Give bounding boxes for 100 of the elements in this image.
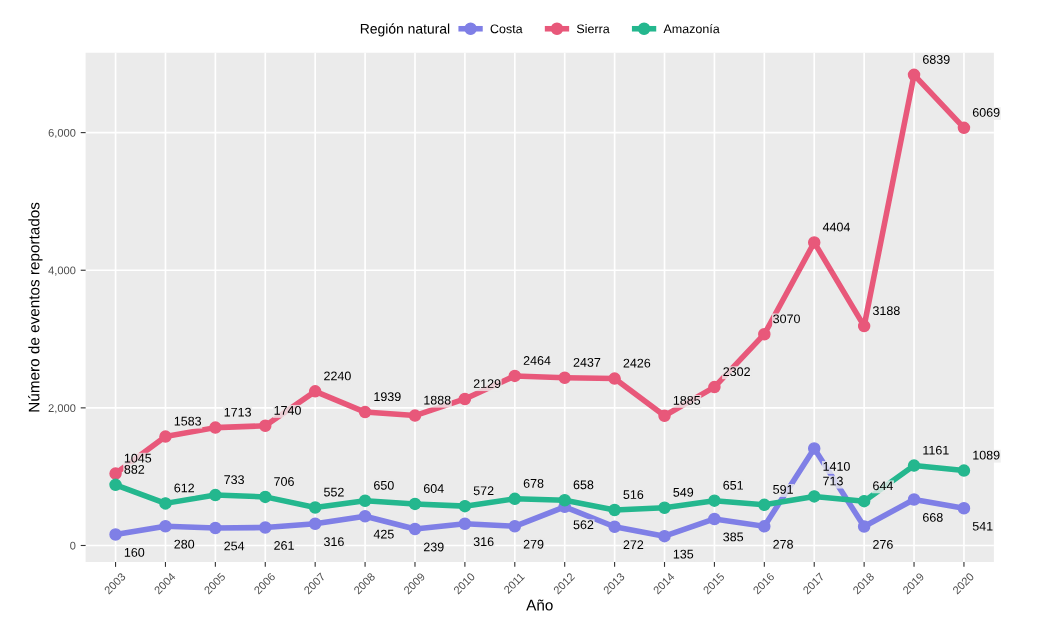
point [857,520,871,533]
point [259,419,272,433]
data-label: 316 [323,537,344,547]
point [658,409,671,423]
data-label: 3070 [773,314,800,324]
point [408,522,422,536]
data-label: 425 [373,529,394,539]
point [807,442,821,455]
legend-label: Amazonía [663,23,720,34]
point [658,501,671,514]
point [508,369,522,383]
point [159,497,172,510]
point [458,499,472,513]
data-label: 733 [224,475,244,485]
point [109,467,122,480]
y-tick-label: 4,000 [48,266,76,276]
data-label: 668 [923,513,943,522]
data-label: 254 [224,541,245,551]
data-label: 272 [623,540,644,549]
point [508,520,522,533]
point [109,478,122,492]
point [708,494,721,507]
legend-label: Sierra [576,24,610,34]
point [857,319,871,333]
point [508,492,522,506]
data-label: 651 [723,480,743,490]
data-label: 882 [124,464,145,474]
legend-title: Región natural [360,23,450,37]
data-label: 2426 [623,358,651,368]
point [758,520,771,533]
point [957,121,971,135]
data-label: 1713 [224,407,251,417]
x-axis-title: Año [526,599,553,611]
data-label: 1410 [823,461,850,471]
data-label: 678 [523,478,544,488]
data-label: 2302 [723,367,750,377]
data-label: 562 [573,520,594,530]
point [209,488,222,502]
point [259,490,272,504]
data-label: 261 [274,541,294,550]
point [957,464,971,477]
data-label: 135 [673,549,694,559]
point [907,68,921,82]
legend-label: Costa [490,24,523,34]
point [408,409,422,422]
point [758,327,771,341]
data-label: 2437 [573,357,601,367]
point [109,528,122,541]
data-label: 706 [274,477,294,486]
data-label: 1740 [274,405,301,415]
point [308,501,322,514]
point [807,236,821,249]
data-label: 2129 [473,379,501,388]
data-label: 1089 [973,450,1000,460]
data-label: 572 [473,486,494,496]
data-label: 278 [773,539,793,549]
point [608,503,621,517]
point [608,372,621,385]
data-label: 6069 [972,108,1000,117]
data-label: 3188 [872,306,900,316]
data-label: 713 [823,476,843,486]
data-label: 239 [423,542,444,552]
point [408,497,422,511]
data-label: 160 [124,547,145,557]
point [159,519,172,533]
data-label: 644 [873,481,893,491]
point [308,385,322,398]
point [458,392,472,406]
y-axis-title: Número de eventos reportados [28,202,43,412]
point [907,459,921,472]
point [458,517,472,530]
data-label: 541 [972,521,993,531]
point [957,502,971,515]
point [308,517,322,530]
data-label: 276 [873,539,893,549]
point [608,520,621,534]
point [708,380,721,394]
point [209,421,222,434]
data-label: 316 [473,537,494,547]
point [358,509,372,523]
data-label: 6839 [923,55,950,64]
y-tick-label: 0 [70,541,76,550]
point [807,490,821,503]
data-label: 552 [324,487,344,497]
point [658,529,671,543]
data-label: 658 [573,480,594,490]
data-label: 1583 [174,416,202,426]
point [558,493,571,507]
point [259,521,272,534]
point [558,371,571,385]
data-label: 1161 [923,445,949,455]
point [358,494,372,508]
data-label: 549 [673,487,694,497]
data-label: 604 [423,484,444,493]
data-label: 1885 [673,395,701,405]
data-label: 1939 [374,392,401,402]
data-label: 1045 [124,453,152,463]
point [159,430,172,443]
data-label: 4404 [822,222,850,232]
data-label: 1888 [424,395,451,405]
